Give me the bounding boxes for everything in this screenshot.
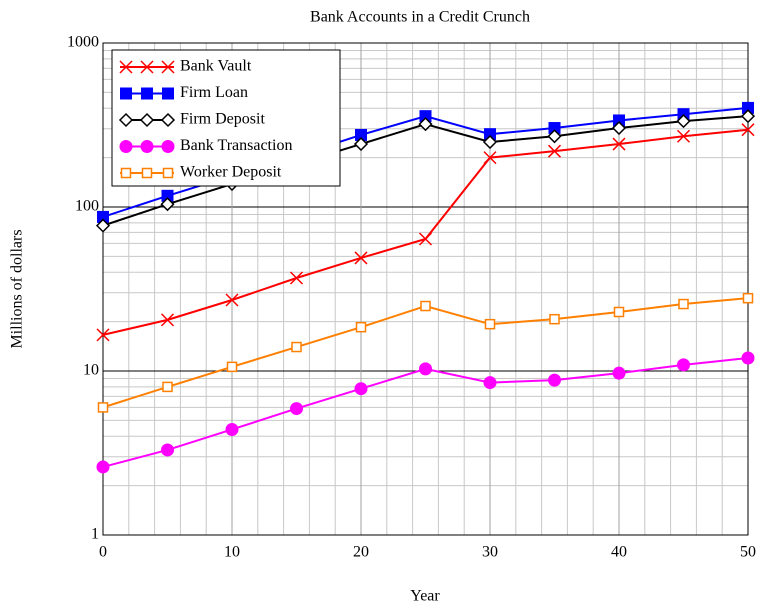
marker xyxy=(161,443,174,457)
legend-marker xyxy=(119,60,133,74)
x-axis-label: Year xyxy=(410,588,440,605)
legend-marker xyxy=(161,60,175,74)
marker xyxy=(742,292,754,304)
marker xyxy=(96,328,110,342)
x-tick-label: 10 xyxy=(224,544,240,561)
marker xyxy=(291,341,302,353)
marker xyxy=(676,129,691,143)
legend-marker xyxy=(141,167,153,179)
marker xyxy=(160,197,175,212)
marker xyxy=(613,114,625,127)
marker xyxy=(548,373,561,387)
x-tick-label: 20 xyxy=(353,544,369,561)
y-tick-label: 1000 xyxy=(67,34,99,51)
marker xyxy=(418,117,433,132)
marker xyxy=(547,144,562,158)
marker xyxy=(678,298,689,310)
marker xyxy=(548,122,561,135)
marker xyxy=(418,232,433,246)
marker xyxy=(353,136,369,152)
marker xyxy=(96,460,110,474)
y-tick-label: 100 xyxy=(75,198,99,215)
plot-frame xyxy=(102,42,749,536)
marker xyxy=(483,151,497,165)
legend-marker xyxy=(120,167,132,179)
legend-marker xyxy=(119,140,133,153)
marker xyxy=(484,318,496,330)
y-tick-label: 1 xyxy=(91,526,99,543)
legend-label: Worker Deposit xyxy=(180,164,282,181)
marker xyxy=(97,402,109,413)
legend-marker xyxy=(160,112,176,128)
marker xyxy=(613,306,625,318)
legend-marker xyxy=(139,112,155,128)
marker xyxy=(354,382,368,396)
marker xyxy=(97,210,109,223)
marker xyxy=(95,218,111,233)
marker xyxy=(742,101,754,114)
marker xyxy=(225,422,239,436)
legend-label: Firm Deposit xyxy=(180,111,265,128)
marker xyxy=(484,128,496,141)
y-axis-label: Millions of dollars xyxy=(9,229,26,348)
legend-marker xyxy=(161,140,175,153)
marker xyxy=(289,271,304,285)
x-tick-label: 50 xyxy=(740,544,756,561)
marker xyxy=(611,120,627,136)
legend-marker xyxy=(118,112,134,128)
marker xyxy=(420,300,431,312)
marker xyxy=(355,321,367,333)
marker xyxy=(482,134,498,150)
marker xyxy=(549,313,560,325)
x-tick-label: 40 xyxy=(611,544,627,561)
marker xyxy=(547,129,562,144)
chart-title: Bank Accounts in a Credit Crunch xyxy=(310,9,530,26)
marker xyxy=(161,189,174,202)
marker xyxy=(741,123,755,137)
marker xyxy=(419,362,432,376)
legend-marker xyxy=(141,87,153,100)
legend-marker xyxy=(162,167,174,179)
marker xyxy=(741,351,755,365)
legend-label: Firm Loan xyxy=(180,84,248,101)
legend-marker xyxy=(120,87,132,100)
marker xyxy=(676,114,691,129)
legend-marker xyxy=(140,140,154,153)
marker xyxy=(225,293,239,307)
y-tick-label: 10 xyxy=(83,362,99,379)
marker xyxy=(740,109,756,124)
marker xyxy=(290,402,303,416)
marker xyxy=(355,128,367,141)
legend-label: Bank Vault xyxy=(180,58,252,75)
marker xyxy=(419,110,432,123)
legend-marker xyxy=(140,60,154,74)
legend-marker xyxy=(162,87,174,100)
marker xyxy=(612,137,626,151)
marker xyxy=(483,376,497,390)
marker xyxy=(354,251,368,265)
marker xyxy=(160,313,175,327)
x-tick-label: 30 xyxy=(482,544,498,561)
marker xyxy=(162,381,173,393)
marker xyxy=(612,366,626,380)
x-tick-label: 0 xyxy=(99,544,107,561)
legend-label: Bank Transaction xyxy=(180,137,292,154)
series-line xyxy=(102,297,749,409)
marker xyxy=(226,361,238,373)
marker xyxy=(677,358,690,372)
